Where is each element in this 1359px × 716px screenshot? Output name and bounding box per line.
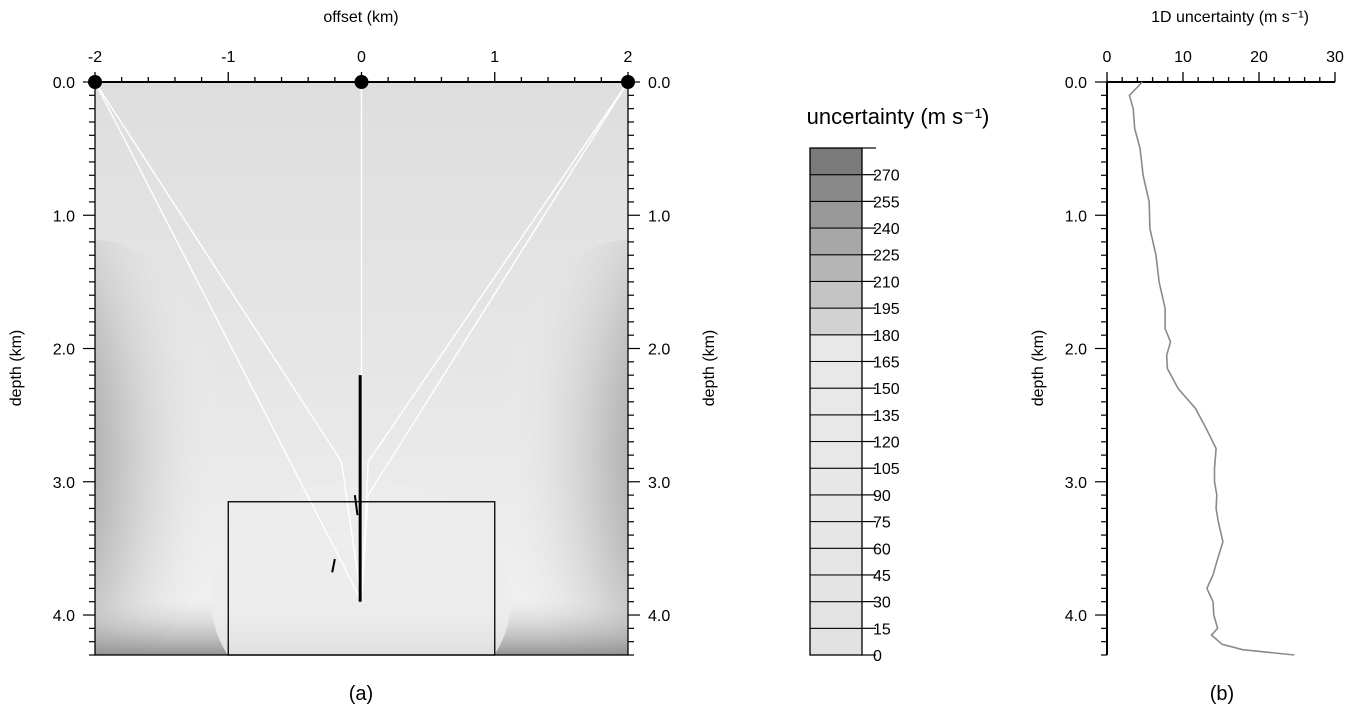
colorbar-cell — [809, 441, 863, 469]
y-axis-label-a-right: depth (km) — [701, 330, 718, 406]
colorbar-cell — [809, 280, 863, 309]
colorbar-cell — [809, 387, 863, 416]
colorbar-cell — [809, 147, 863, 176]
source-marker — [621, 75, 635, 89]
colorbar-cell — [809, 227, 863, 256]
y-tick-label-left: 3.0 — [53, 475, 75, 492]
colorbar-tick-label: 270 — [873, 168, 900, 185]
x-tick-label-b: 20 — [1250, 49, 1268, 66]
colorbar-cell — [809, 200, 863, 229]
colorbar-tick-label: 120 — [873, 435, 900, 452]
colorbar-cell — [809, 494, 863, 523]
x-tick-label: -2 — [88, 49, 102, 66]
y-tick-label-right: 1.0 — [648, 208, 670, 225]
colorbar-tick-label: 135 — [873, 408, 900, 425]
x-tick-label: 0 — [357, 49, 366, 66]
ray-path-0 — [94, 81, 363, 602]
colorbar-cell — [809, 601, 863, 629]
colorbar-tick-label: 45 — [873, 568, 891, 585]
colorbar-tick-label: 240 — [873, 221, 900, 238]
colorbar-frame — [809, 147, 863, 656]
colorbar-tick-label: 255 — [873, 194, 900, 211]
colorbar-cells — [809, 147, 863, 656]
colorbar-tick-label: 105 — [873, 461, 900, 478]
well-trace-fragment — [331, 558, 336, 573]
axes-b: 0 10 20 30 0.0 1.0 2.0 3.0 4.0 — [1065, 49, 1344, 656]
colorbar-cell — [809, 547, 863, 576]
y-tick-label-left: 1.0 — [53, 208, 75, 225]
colorbar-ticks: 0 15 30 45 60 75 90 105 120 135 150 165 180 195 210 225… — [862, 147, 900, 665]
colorbar-title: uncertainty (m s⁻¹) — [807, 104, 990, 129]
panel-a: -2 -1 0 1 2 0.0 0.0 1.0 1.0 2.0 2.0 3.0 3.0 4.0 4.0 of… — [8, 9, 718, 705]
colorbar-cell — [809, 360, 863, 389]
y-tick-label-b: 4.0 — [1065, 608, 1087, 625]
y-tick-label-right: 2.0 — [648, 342, 670, 359]
y-tick-label-b: 1.0 — [1065, 208, 1087, 225]
x-tick-label-b: 30 — [1326, 49, 1344, 66]
colorbar-cell — [809, 574, 863, 603]
colorbar-tick-label: 0 — [873, 648, 882, 665]
y-tick-label-right: 4.0 — [648, 608, 670, 625]
colorbar-tick-label: 180 — [873, 328, 900, 345]
caption-b: (b) — [1210, 683, 1234, 705]
y-axis-label-b: depth (km) — [1030, 330, 1047, 406]
colorbar-cell — [809, 307, 863, 336]
source-marker — [354, 75, 369, 89]
colorbar-tick-label: 75 — [873, 515, 891, 532]
y-axis-label-a-left: depth (km) — [8, 330, 25, 406]
colorbar-tick-label: 90 — [873, 488, 891, 505]
x-axis-label-b: 1D uncertainty (m s⁻¹) — [1151, 9, 1309, 26]
colorbar-tick-label: 195 — [873, 301, 900, 318]
y-tick-label-b: 3.0 — [1065, 475, 1087, 492]
y-tick-label-left: 2.0 — [53, 342, 75, 359]
colorbar-cell — [809, 334, 863, 362]
uncertainty-field — [95, 82, 628, 655]
colorbar-tick-label: 210 — [873, 274, 900, 291]
ray-path-1 — [94, 81, 363, 603]
y-tick-label-right: 3.0 — [648, 475, 670, 492]
colorbar-cell — [809, 521, 863, 549]
x-tick-label: -1 — [221, 49, 235, 66]
colorbar-tick-label: 15 — [873, 621, 891, 638]
caption-a: (a) — [349, 683, 373, 705]
well-trace-branch — [353, 494, 359, 516]
colorbar-tick-label: 60 — [873, 541, 891, 558]
colorbar: uncertainty (m s⁻¹) 0 15 30 45 60 75 90 105 120 1… — [807, 104, 990, 665]
colorbar-tick-label: 30 — [873, 595, 891, 612]
colorbar-cell — [809, 254, 863, 282]
source-marker — [88, 75, 102, 89]
x-tick-label-b: 10 — [1174, 49, 1192, 66]
well-trace — [331, 375, 362, 602]
x-tick-label-b: 0 — [1103, 49, 1112, 66]
x-axis-label-a: offset (km) — [323, 9, 398, 26]
y-tick-label-b: 2.0 — [1065, 342, 1087, 359]
x-tick-label: 1 — [490, 49, 499, 66]
colorbar-cell — [809, 174, 863, 202]
colorbar-tick-label: 165 — [873, 354, 900, 371]
y-tick-label-right: 0.0 — [648, 75, 670, 92]
y-tick-label-left: 4.0 — [53, 608, 75, 625]
source-markers — [88, 75, 635, 89]
colorbar-cell — [809, 627, 863, 656]
colorbar-cell — [809, 467, 863, 496]
ray-path-4 — [360, 81, 629, 602]
colorbar-cell — [809, 414, 863, 443]
y-tick-label-b: 0.0 — [1065, 75, 1087, 92]
colorbar-tick-label: 150 — [873, 381, 900, 398]
y-tick-label-left: 0.0 — [53, 75, 75, 92]
uncertainty-profile-line — [1128, 81, 1295, 656]
colorbar-tick-label: 225 — [873, 248, 900, 265]
x-tick-label: 2 — [624, 49, 633, 66]
panel-b: 0 10 20 30 0.0 1.0 2.0 3.0 4.0 1D uncertainty (m… — [1030, 9, 1344, 705]
